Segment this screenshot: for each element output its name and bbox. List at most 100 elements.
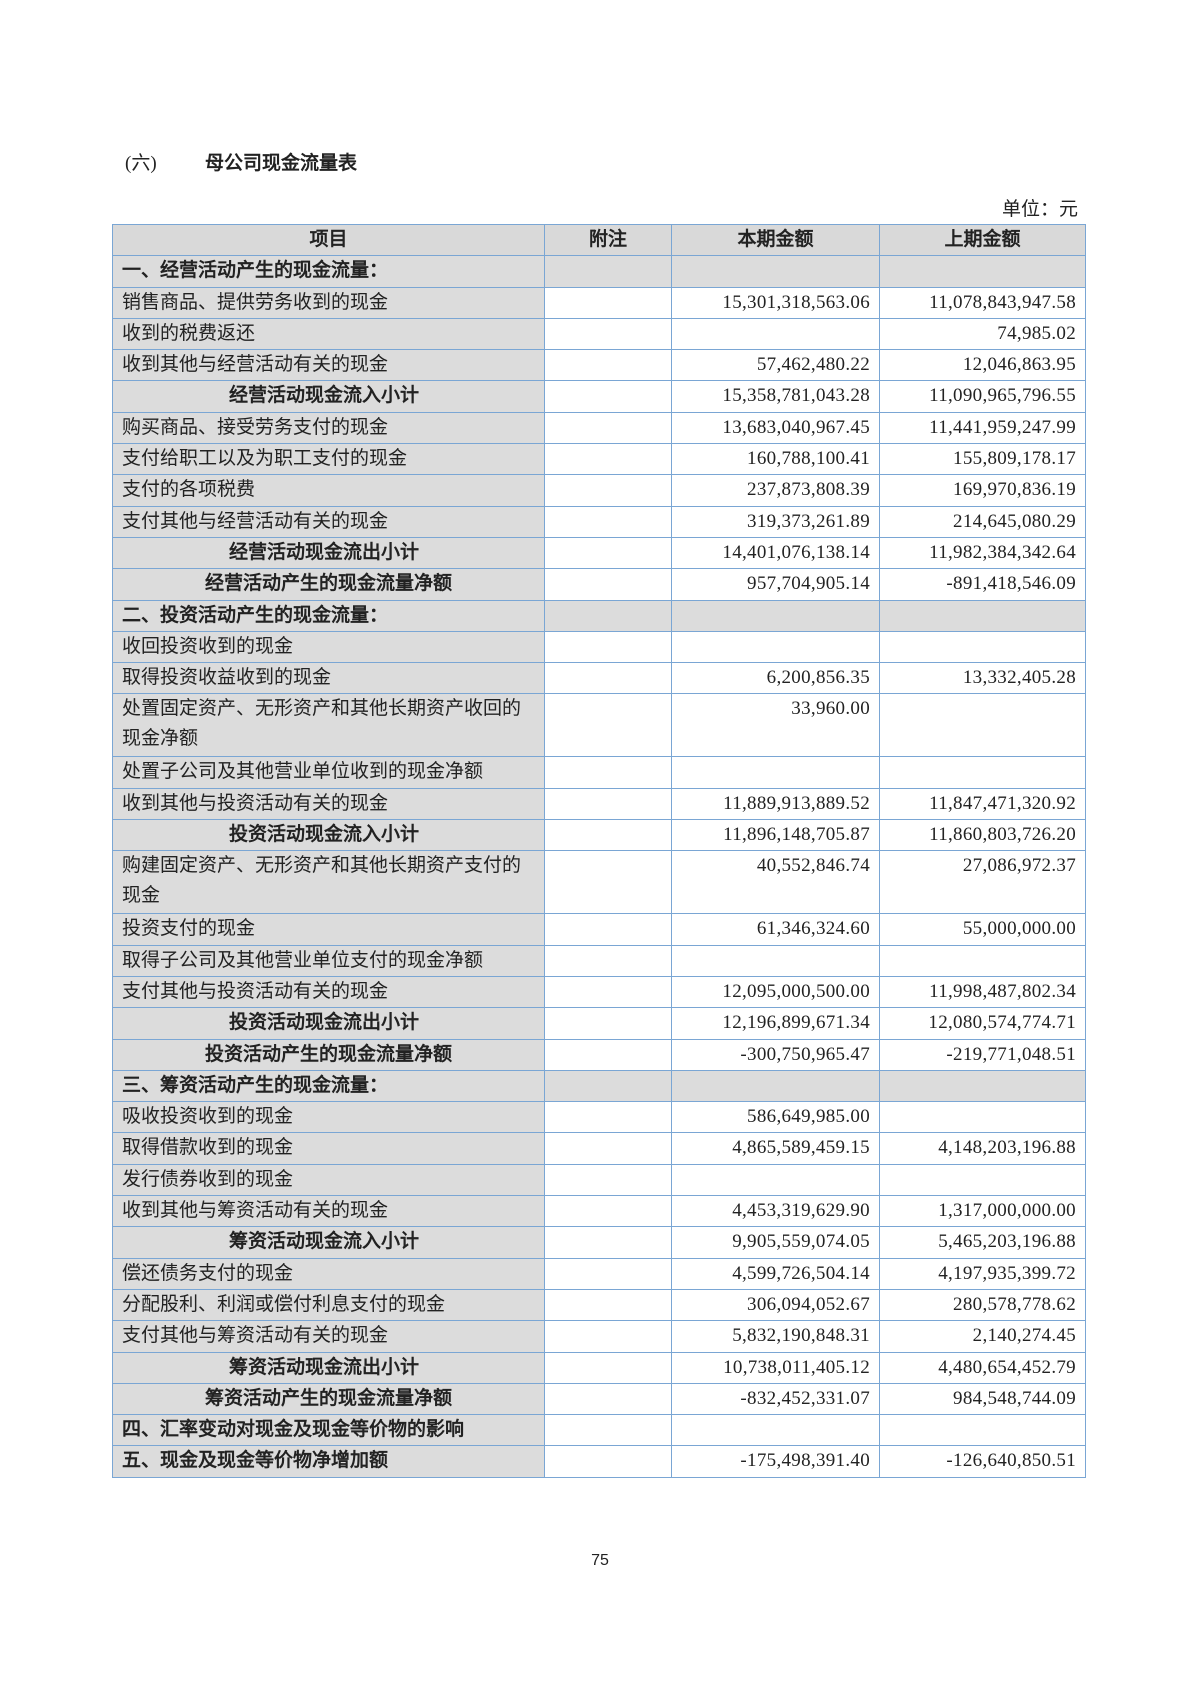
item-cell: 支付其他与经营活动有关的现金 — [112, 505, 545, 538]
current-amount-cell: 4,865,589,459.15 — [671, 1132, 880, 1165]
prior-amount-cell: 11,078,843,947.58 — [879, 286, 1086, 319]
note-cell — [544, 1257, 672, 1290]
prior-amount-cell — [879, 1163, 1086, 1197]
prior-amount-cell: 11,847,471,320.92 — [879, 787, 1086, 821]
note-cell — [544, 662, 672, 695]
item-cell: 筹资活动现金流出小计 — [112, 1351, 545, 1384]
note-cell — [544, 1069, 672, 1103]
item-cell: 处置子公司及其他营业单位收到的现金净额 — [112, 756, 545, 789]
item-cell: 处置固定资产、无形资产和其他长期资产收回的现金净额 — [112, 693, 545, 758]
current-amount-cell — [671, 944, 880, 977]
prior-amount-cell: 11,998,487,802.34 — [879, 975, 1086, 1009]
item-cell: 经营活动现金流出小计 — [112, 536, 545, 570]
prior-amount-cell: 12,046,863.95 — [879, 349, 1086, 382]
current-amount-cell: 586,649,985.00 — [671, 1101, 880, 1134]
note-cell — [544, 286, 672, 319]
note-cell — [544, 913, 672, 946]
note-cell — [544, 1382, 672, 1416]
note-cell — [544, 1320, 672, 1353]
item-cell: 投资活动产生的现金流量净额 — [112, 1038, 545, 1071]
note-cell — [544, 975, 672, 1009]
table-row: 投资支付的现金 61,346,324.60 55,000,000.00 — [112, 913, 1086, 946]
column-header-item: 项目 — [112, 223, 545, 257]
prior-amount-cell: 2,140,274.45 — [879, 1320, 1086, 1353]
table-row: 取得借款收到的现金 4,865,589,459.15 4,148,203,196.8… — [112, 1132, 1086, 1165]
note-cell — [544, 317, 672, 351]
prior-amount-cell: 280,578,778.62 — [879, 1288, 1086, 1322]
current-amount-cell: 9,905,559,074.05 — [671, 1226, 880, 1259]
current-amount-cell: 12,095,000,500.00 — [671, 975, 880, 1009]
item-cell: 二、投资活动产生的现金流量： — [112, 599, 545, 632]
item-cell: 收到其他与经营活动有关的现金 — [112, 349, 545, 382]
note-cell — [544, 380, 672, 413]
table-row: 筹资活动现金流入小计 9,905,559,074.05 5,465,203,196.… — [112, 1226, 1086, 1259]
current-amount-cell — [671, 630, 880, 664]
note-cell — [544, 568, 672, 601]
note-cell — [544, 1132, 672, 1165]
note-cell — [544, 819, 672, 852]
table-row: 吸收投资收到的现金 586,649,985.00 — [112, 1101, 1086, 1134]
prior-amount-cell: -219,771,048.51 — [879, 1038, 1086, 1071]
current-amount-cell — [671, 255, 880, 288]
table-row: 投资活动现金流入小计 11,896,148,705.87 11,860,803,72… — [112, 819, 1086, 852]
current-amount-cell: 11,889,913,889.52 — [671, 787, 880, 821]
column-header-note: 附注 — [544, 223, 672, 257]
note-cell — [544, 411, 672, 445]
table-row: 支付其他与筹资活动有关的现金 5,832,190,848.31 2,140,274.… — [112, 1320, 1086, 1353]
table-row: 五、现金及现金等价物净增加额 -175,498,391.40 -126,640,85… — [112, 1445, 1086, 1478]
current-amount-cell: 61,346,324.60 — [671, 913, 880, 946]
current-amount-cell: 15,301,318,563.06 — [671, 286, 880, 319]
item-cell: 三、筹资活动产生的现金流量： — [112, 1069, 545, 1103]
item-cell: 吸收投资收到的现金 — [112, 1101, 545, 1134]
current-amount-cell — [671, 1163, 880, 1197]
prior-amount-cell: 55,000,000.00 — [879, 913, 1086, 946]
current-amount-cell: 12,196,899,671.34 — [671, 1007, 880, 1040]
item-cell: 筹资活动产生的现金流量净额 — [112, 1382, 545, 1416]
table-row: 一、经营活动产生的现金流量： — [112, 255, 1086, 288]
note-cell — [544, 1163, 672, 1197]
prior-amount-cell — [879, 944, 1086, 977]
note-cell — [544, 1101, 672, 1134]
current-amount-cell: 10,738,011,405.12 — [671, 1351, 880, 1384]
item-cell: 支付其他与筹资活动有关的现金 — [112, 1320, 545, 1353]
item-cell: 发行债券收到的现金 — [112, 1163, 545, 1197]
item-cell: 购建固定资产、无形资产和其他长期资产支付的现金 — [112, 850, 545, 915]
table-row: 收到其他与筹资活动有关的现金 4,453,319,629.90 1,317,000,… — [112, 1195, 1086, 1228]
item-cell: 收到其他与筹资活动有关的现金 — [112, 1195, 545, 1228]
item-cell: 支付其他与投资活动有关的现金 — [112, 975, 545, 1009]
item-cell: 取得子公司及其他营业单位支付的现金净额 — [112, 944, 545, 977]
note-cell — [544, 1007, 672, 1040]
item-cell: 一、经营活动产生的现金流量： — [112, 255, 545, 288]
prior-amount-cell: 984,548,744.09 — [879, 1382, 1086, 1416]
prior-amount-cell: 11,441,959,247.99 — [879, 411, 1086, 445]
item-cell: 经营活动现金流入小计 — [112, 380, 545, 413]
table-row: 处置固定资产、无形资产和其他长期资产收回的现金净额 33,960.00 — [112, 693, 1086, 758]
note-cell — [544, 536, 672, 570]
note-cell — [544, 1226, 672, 1259]
table-row: 偿还债务支付的现金 4,599,726,504.14 4,197,935,399.7… — [112, 1257, 1086, 1290]
prior-amount-cell: 11,860,803,726.20 — [879, 819, 1086, 852]
note-cell — [544, 787, 672, 821]
current-amount-cell — [671, 599, 880, 632]
prior-amount-cell — [879, 255, 1086, 288]
item-cell: 支付的各项税费 — [112, 474, 545, 507]
cash-flow-table: 项目 附注 本期金额 上期金额 一、经营活动产生的现金流量： 销售商品、提供劳务收… — [112, 223, 1086, 1478]
current-amount-cell — [671, 756, 880, 789]
prior-amount-cell: 74,985.02 — [879, 317, 1086, 351]
prior-amount-cell — [879, 1101, 1086, 1134]
prior-amount-cell: 13,332,405.28 — [879, 662, 1086, 695]
note-cell — [544, 255, 672, 288]
current-amount-cell: 160,788,100.41 — [671, 443, 880, 476]
table-row: 投资活动现金流出小计 12,196,899,671.34 12,080,574,77… — [112, 1007, 1086, 1040]
note-cell — [544, 1195, 672, 1228]
current-amount-cell: -832,452,331.07 — [671, 1382, 880, 1416]
item-cell: 四、汇率变动对现金及现金等价物的影响 — [112, 1414, 545, 1447]
item-cell: 经营活动产生的现金流量净额 — [112, 568, 545, 601]
prior-amount-cell: -891,418,546.09 — [879, 568, 1086, 601]
current-amount-cell: 40,552,846.74 — [671, 850, 880, 915]
table-row: 四、汇率变动对现金及现金等价物的影响 — [112, 1414, 1086, 1447]
current-amount-cell: 57,462,480.22 — [671, 349, 880, 382]
item-cell: 取得借款收到的现金 — [112, 1132, 545, 1165]
table-row: 支付的各项税费 237,873,808.39 169,970,836.19 — [112, 474, 1086, 507]
note-cell — [544, 693, 672, 758]
